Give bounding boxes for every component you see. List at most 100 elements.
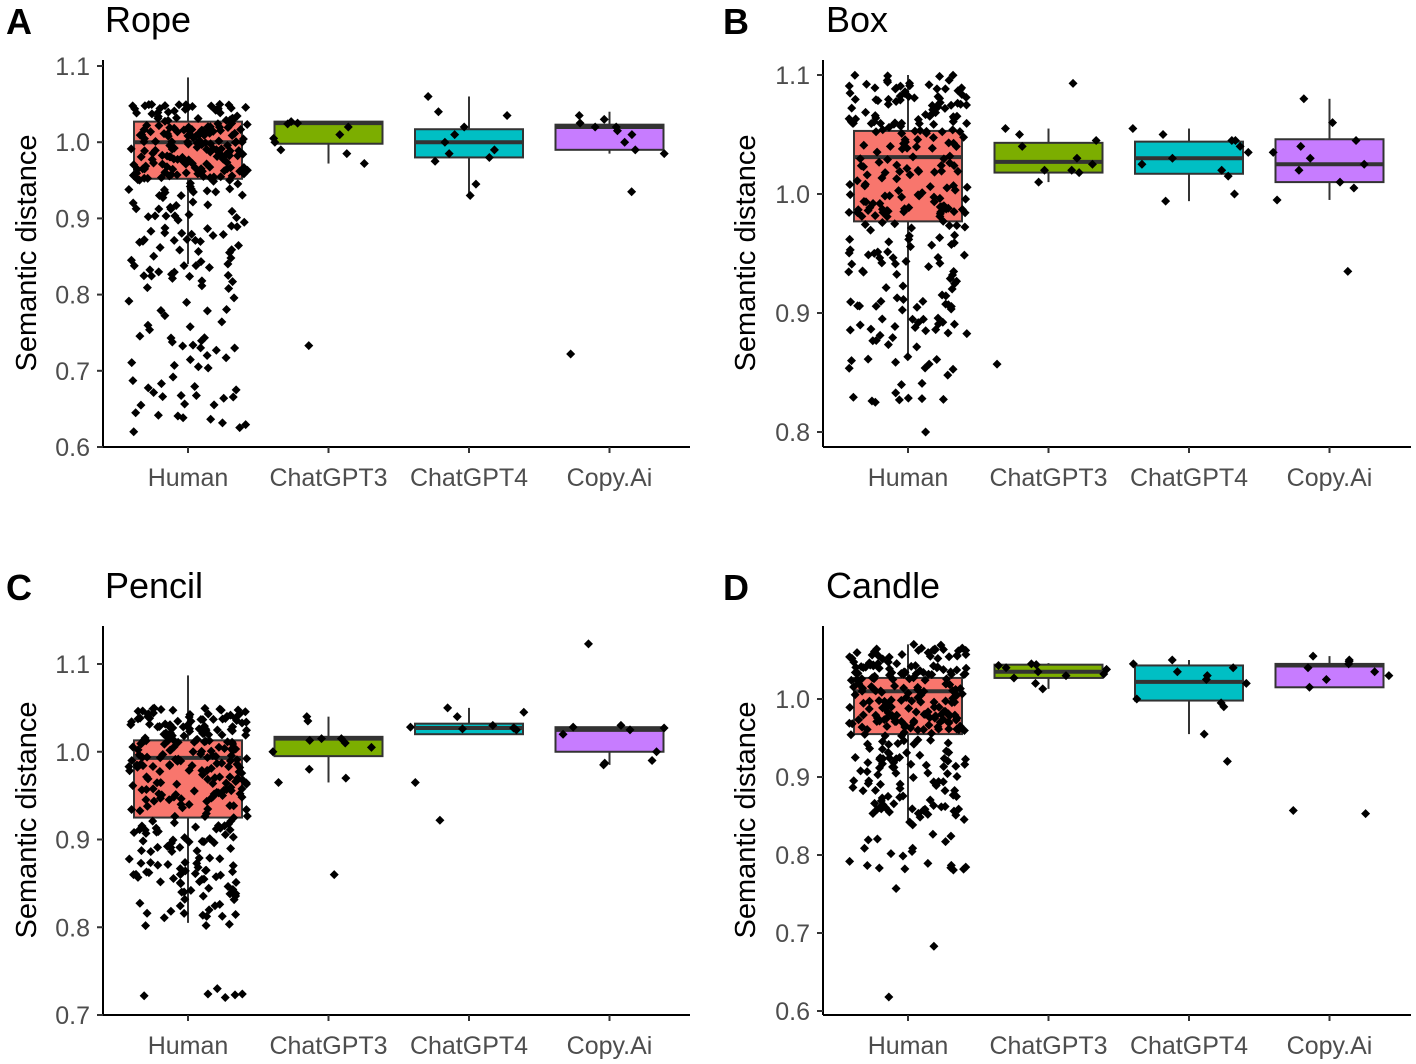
data-point — [1305, 153, 1315, 163]
data-point — [938, 216, 948, 226]
data-point — [163, 107, 173, 117]
data-point — [203, 989, 213, 999]
data-point — [845, 856, 855, 866]
data-point — [1001, 663, 1011, 673]
data-point — [942, 769, 952, 779]
data-point — [1000, 124, 1010, 134]
data-point — [854, 715, 864, 725]
data-point — [143, 212, 153, 222]
panel-letter: C — [6, 567, 32, 608]
x-tick-label: Human — [148, 464, 229, 492]
data-point — [877, 314, 887, 324]
data-point — [912, 302, 922, 312]
data-point — [198, 891, 208, 901]
data-point — [949, 238, 959, 248]
data-point — [852, 176, 862, 186]
data-point — [237, 137, 247, 147]
data-point — [156, 778, 166, 788]
data-point — [184, 122, 194, 132]
data-point — [139, 991, 149, 1001]
data-point — [855, 301, 865, 311]
data-point — [935, 233, 945, 243]
y-tick-label: 0.7 — [55, 358, 90, 386]
data-point — [231, 909, 241, 919]
data-point — [943, 300, 953, 310]
data-point — [941, 291, 951, 301]
data-point — [191, 261, 201, 271]
data-point — [863, 835, 873, 845]
data-point — [204, 262, 214, 272]
y-tick-label: 0.8 — [775, 419, 810, 447]
data-point — [227, 726, 237, 736]
data-point — [145, 719, 155, 729]
data-point — [174, 100, 184, 110]
data-point — [946, 863, 956, 873]
data-point — [944, 717, 954, 727]
data-point — [844, 248, 854, 258]
data-point — [898, 851, 908, 861]
data-point — [918, 296, 928, 306]
panel-C: C Pencil Semantic distance 0.7 0.8 0.9 1.0 1.1 H… — [6, 565, 690, 1060]
data-point — [168, 873, 178, 883]
data-point — [889, 799, 899, 809]
data-point — [877, 217, 887, 227]
data-point — [961, 194, 971, 204]
data-point — [196, 257, 206, 267]
data-point — [844, 363, 854, 373]
data-point — [952, 111, 962, 121]
data-point — [154, 121, 164, 131]
data-point — [209, 400, 219, 410]
data-point — [1228, 663, 1238, 673]
data-point — [845, 702, 855, 712]
data-point — [612, 126, 622, 136]
data-point — [860, 181, 870, 191]
data-point — [921, 427, 931, 437]
data-point — [847, 259, 857, 269]
data-point — [883, 340, 893, 350]
data-point — [168, 705, 178, 715]
data-point — [452, 712, 462, 722]
data-point — [1128, 124, 1138, 134]
data-point — [176, 391, 186, 401]
data-point — [229, 293, 239, 303]
data-point — [216, 870, 226, 880]
data-point — [176, 191, 186, 201]
data-point — [435, 815, 445, 825]
data-point — [950, 279, 960, 289]
data-point — [935, 71, 945, 81]
data-point — [659, 723, 669, 733]
data-point — [200, 865, 210, 875]
data-point — [869, 117, 879, 127]
data-point — [868, 660, 878, 670]
data-point — [197, 125, 207, 135]
y-tick-label: 0.9 — [55, 205, 90, 233]
data-point — [227, 113, 237, 123]
data-point — [142, 283, 152, 293]
data-point — [861, 197, 871, 207]
data-point — [197, 276, 207, 286]
data-point — [183, 103, 193, 113]
data-point — [208, 779, 218, 789]
data-point — [599, 114, 609, 124]
data-point — [192, 846, 202, 856]
data-point — [141, 828, 151, 838]
data-point — [190, 869, 200, 879]
data-point — [185, 178, 195, 188]
x-tick-label: ChatGPT4 — [410, 464, 528, 492]
data-point — [1099, 669, 1109, 679]
data-point — [885, 670, 895, 680]
data-point — [343, 122, 353, 132]
data-point — [156, 705, 166, 715]
data-point — [153, 108, 163, 118]
data-point — [227, 206, 237, 216]
data-point — [880, 731, 890, 741]
data-point — [960, 759, 970, 769]
data-point — [921, 110, 931, 120]
data-point — [218, 714, 228, 724]
data-point — [1219, 702, 1229, 712]
data-point — [188, 197, 198, 207]
data-point — [165, 728, 175, 738]
data-point — [304, 764, 314, 774]
data-point — [908, 152, 918, 162]
